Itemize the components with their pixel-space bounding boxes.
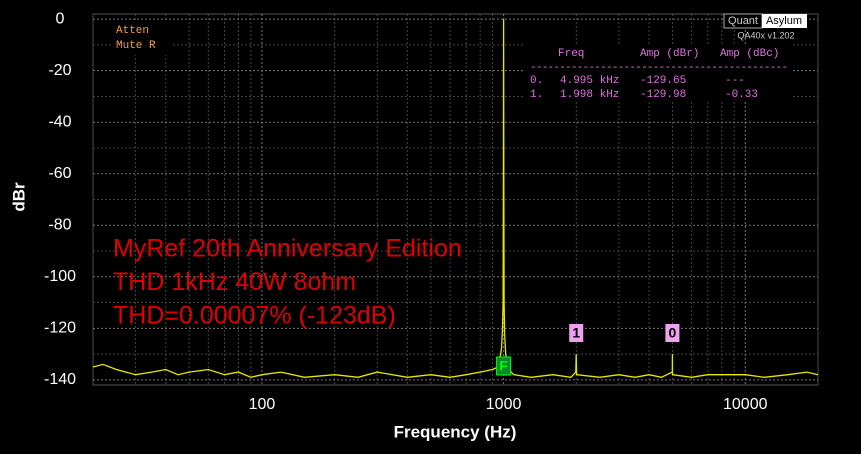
readout-cell: 4.995 kHz [560,75,619,87]
readout-cell: -0.33 [725,89,758,101]
readout-cell: 1. [530,89,543,101]
annotation: MyRef 20th Anniversary Edition THD 1kHz 4… [113,235,462,330]
readout-cell: 0. [530,75,543,87]
readout-header: Freq [558,48,584,60]
x-tick-label: 10000 [723,396,768,413]
readout-header: Amp (dBr) [640,48,699,60]
logo-right-box [762,14,807,28]
y-tick-label: -120 [44,320,76,337]
readout-box [525,44,793,100]
status: Mute R [116,40,156,52]
readout-cell: -129.65 [640,75,686,87]
y-tick-label: 0 [56,10,65,27]
y-tick-label: -100 [44,268,76,285]
readout: Freq Amp (dBr) Amp (dBc) ------------------… [530,48,788,101]
y-axis-label: dBr [9,182,28,212]
logo: Asylum [766,15,802,27]
y-tick-label: -40 [48,113,71,130]
x-axis-label: Frequency (Hz) [394,422,517,441]
y-tick-label: -140 [44,371,76,388]
y-tick-label: -60 [48,165,71,182]
annotation-line: THD 1kHz 40W 8ohm [113,268,356,296]
marker-label: F [499,358,508,374]
readout-rule: ----------------------------------------… [530,62,788,74]
readout-cell: -129.98 [640,89,686,101]
status-box [111,21,171,55]
plot: F 1 0 [92,19,819,378]
readout-cell: 1.998 kHz [560,89,619,101]
annotation-line: MyRef 20th Anniversary Edition [113,235,462,263]
annotation-line: THD=0.00007% (-123dB) [113,302,396,330]
marker-label: 0 [668,325,676,341]
logo: Quant [728,15,758,27]
readout-header: Amp (dBc) [720,48,779,60]
trace [92,19,819,378]
marker [496,356,512,376]
y-tick-label: -20 [48,62,71,79]
y-tick-label: -80 [48,216,71,233]
version: QA40x v1.202 [737,30,794,40]
x-tick-label: 1000 [486,396,522,413]
marker [665,324,680,342]
x-tick-label: 100 [249,396,276,413]
marker-label: 1 [572,325,580,341]
readout-cell: --- [725,75,745,87]
marker [569,324,584,342]
status: Atten [116,25,149,37]
